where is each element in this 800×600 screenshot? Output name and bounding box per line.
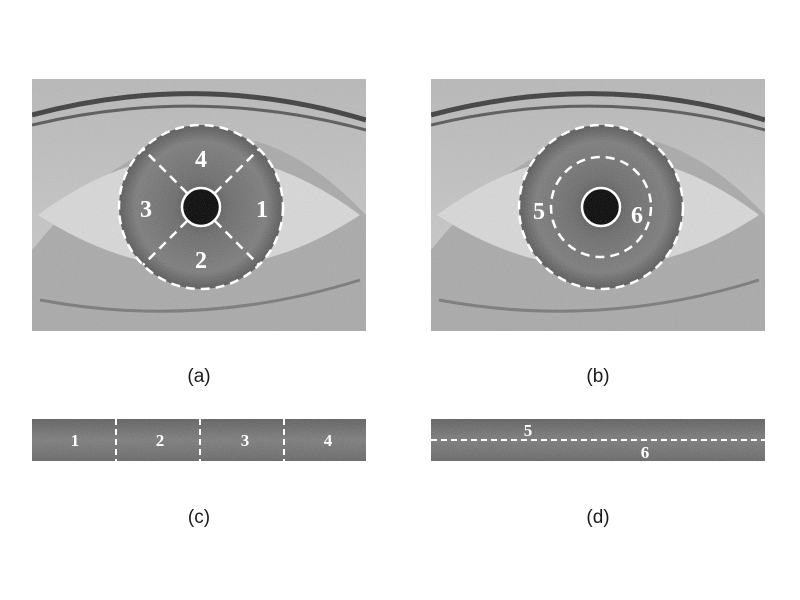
eye-image-a — [32, 79, 366, 331]
caption-a: (a) — [187, 366, 211, 387]
strip-label-1: 1 — [71, 431, 80, 450]
strip-dividers-c — [115, 419, 285, 461]
pupil-boundary-b — [580, 186, 622, 228]
caption-d: (d) — [586, 507, 610, 528]
sector-label-4: 4 — [195, 147, 207, 173]
strip-label-5: 5 — [524, 421, 533, 440]
sector-label-3: 3 — [140, 197, 152, 223]
caption-b: (b) — [586, 366, 610, 387]
strip-label-2: 2 — [156, 431, 165, 450]
sector-label-1: 1 — [256, 197, 268, 223]
sector-label-2: 2 — [195, 248, 207, 274]
ring-label-5: 5 — [533, 199, 545, 225]
pupil-boundary-a — [180, 186, 222, 228]
ring-overlay-b — [517, 123, 685, 291]
strip-label-3: 3 — [241, 431, 250, 450]
strip-label-4: 4 — [324, 431, 333, 450]
ring-label-6: 6 — [631, 203, 643, 229]
caption-c: (c) — [187, 507, 211, 528]
sector-overlay-a — [117, 123, 285, 291]
eye-image-b — [431, 79, 765, 331]
strip-label-6: 6 — [641, 443, 650, 462]
